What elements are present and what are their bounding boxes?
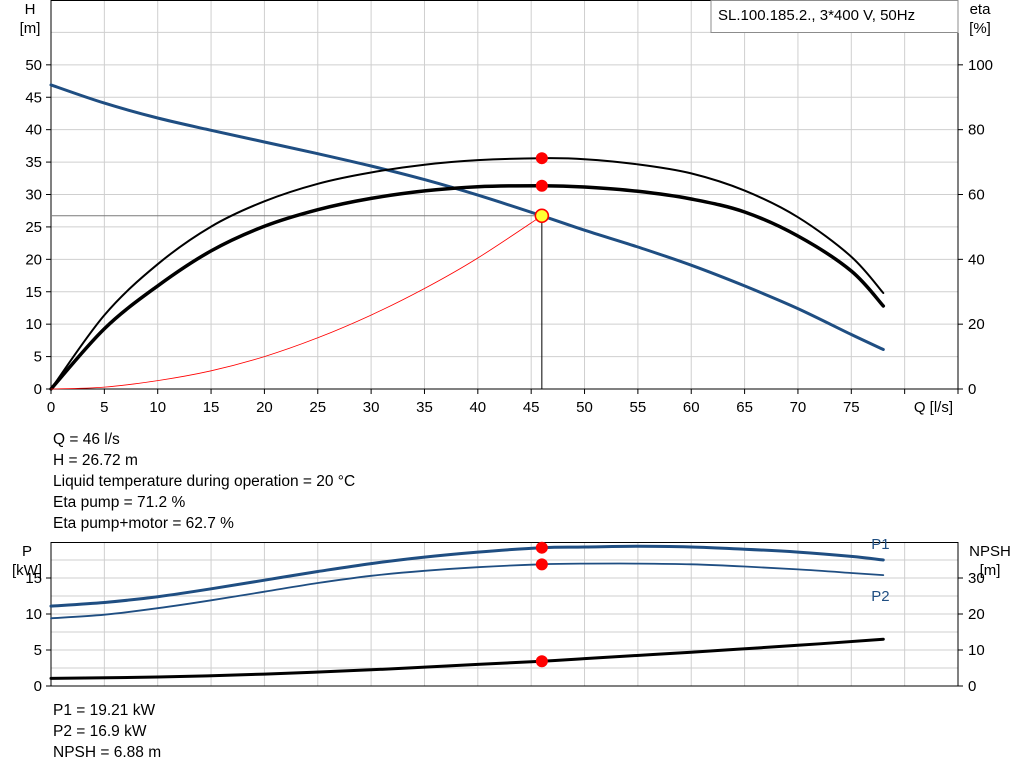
- series-eta_pump-line: [50, 157, 885, 390]
- y-tick-label: 35: [25, 154, 42, 171]
- data-point-marker: [535, 179, 548, 192]
- y-tick-label: 15: [25, 284, 42, 301]
- y-tick-label: 50: [25, 57, 42, 74]
- info-line: Q = 46 l/s: [53, 431, 120, 448]
- y-tick-label: 0: [34, 381, 42, 398]
- info-line: Eta pump = 71.2 %: [53, 494, 186, 511]
- data-point-marker: [535, 152, 548, 165]
- y2-tick-label: 30: [968, 570, 985, 587]
- series-npsh-line: [49, 637, 885, 680]
- series-eta_total-line: [49, 183, 886, 391]
- y-tick-label: 5: [34, 349, 42, 366]
- y-axis-label: H [m]: [20, 1, 41, 37]
- duty-point-marker: [534, 208, 550, 224]
- y-tick-label: 25: [25, 219, 42, 236]
- y-tick-label: 45: [25, 89, 42, 106]
- x-tick-label: 25: [309, 399, 326, 416]
- x-tick-label: 65: [736, 399, 753, 416]
- y2-axis-label: NPSH [m]: [969, 543, 1011, 579]
- y2-tick-label: 20: [968, 316, 985, 333]
- series-p1-line: [49, 544, 885, 608]
- x-tick-label: 30: [363, 399, 380, 416]
- series-system-line: [50, 215, 543, 390]
- x-tick-label: 35: [416, 399, 433, 416]
- y2-axis-label: eta [%]: [969, 1, 991, 37]
- y2-tick-label: 20: [968, 606, 985, 623]
- series-p1-label: P1: [871, 536, 889, 553]
- data-point-marker: [535, 541, 548, 554]
- info-line: Eta pump+motor = 62.7 %: [53, 515, 234, 532]
- y2-tick-label: 10: [968, 642, 985, 659]
- series-p2-line: [50, 562, 885, 620]
- x-tick-label: 20: [256, 399, 273, 416]
- head-efficiency-chart: 0 5 10 15 20 25 30 35 40 45 50 0 20 40 60 80 100 0 5 10 15 20…: [20, 0, 993, 416]
- info-line: Liquid temperature during operation = 20…: [53, 473, 356, 490]
- pump-label-box: [710, 0, 959, 33]
- x-axis-label: Q [l/s]: [914, 399, 953, 416]
- x-tick-label: 15: [203, 399, 220, 416]
- series-head-line: [49, 83, 885, 351]
- y-tick-label: 10: [25, 316, 42, 333]
- y-tick-label: 5: [34, 642, 42, 659]
- x-tick-label: 5: [100, 399, 108, 416]
- y-tick-label: 40: [25, 122, 42, 139]
- power-info: P1 = 19.21 kW P2 = 16.9 kW NPSH = 6.88 m: [53, 700, 161, 763]
- y-axis-label: P [kW]: [12, 543, 42, 579]
- y-tick-label: 15: [25, 570, 42, 587]
- y2-tick-label: 0: [968, 678, 976, 695]
- x-tick-label: 0: [47, 399, 55, 416]
- data-point-marker: [535, 655, 548, 668]
- x-tick-label: 55: [630, 399, 647, 416]
- y-tick-label: 20: [25, 251, 42, 268]
- pump-label: SL.100.185.2., 3*400 V, 50Hz: [718, 7, 915, 24]
- x-tick-label: 50: [576, 399, 593, 416]
- y2-tick-label: 80: [968, 122, 985, 139]
- y-tick-label: 10: [25, 606, 42, 623]
- x-tick-label: 75: [843, 399, 860, 416]
- x-tick-label: 60: [683, 399, 700, 416]
- info-line: H = 26.72 m: [53, 452, 138, 469]
- info-line: NPSH = 6.88 m: [53, 744, 162, 761]
- info-line: P1 = 19.21 kW: [53, 702, 156, 719]
- series-p2-label: P2: [871, 588, 889, 605]
- y2-tick-label: 0: [968, 381, 976, 398]
- info-line: P2 = 16.9 kW: [53, 723, 147, 740]
- x-tick-label: 10: [149, 399, 166, 416]
- x-tick-label: 40: [469, 399, 486, 416]
- y-tick-label: 30: [25, 187, 42, 204]
- duty-point-info: Q = 46 l/s H = 26.72 m Liquid temperature …: [53, 429, 355, 534]
- y-tick-label: 0: [34, 678, 42, 695]
- y2-tick-label: 40: [968, 251, 985, 268]
- y2-tick-label: 100: [968, 57, 993, 74]
- data-point-marker: [535, 558, 548, 571]
- y2-tick-label: 60: [968, 187, 985, 204]
- x-tick-label: 70: [790, 399, 807, 416]
- power-npsh-chart: 0 5 10 15 0 10 20 30 P [kW] NPSH [m] P1 P2: [12, 536, 1011, 695]
- x-tick-label: 45: [523, 399, 540, 416]
